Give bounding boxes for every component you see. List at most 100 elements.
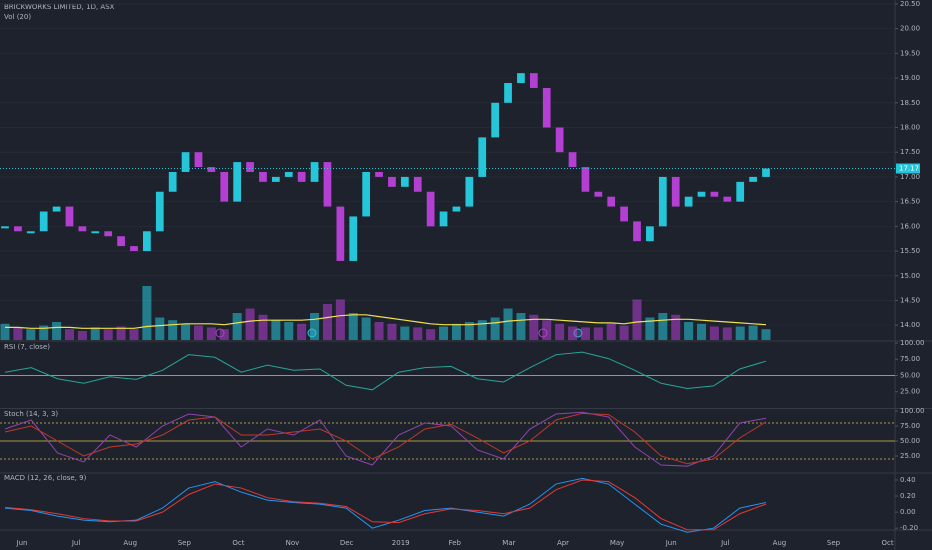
volume-bar [193, 325, 203, 340]
volume-bar [722, 327, 732, 340]
volume-bar [580, 327, 590, 340]
x-tick-label: Feb [449, 539, 462, 547]
candle-body [491, 102, 500, 138]
x-tick-label: Sep [827, 539, 841, 547]
volume-bar [568, 326, 578, 340]
candle-body [633, 221, 641, 242]
volume-bar [374, 322, 384, 340]
last-price-box [896, 163, 920, 174]
candle-body [607, 196, 616, 207]
volume-bar [400, 326, 410, 340]
x-tick-label: Jun [16, 539, 28, 547]
volume-bar [761, 329, 771, 340]
indicator-line [4, 412, 767, 465]
volume-bar [516, 313, 526, 340]
x-tick-label: May [610, 539, 624, 547]
candle-body [259, 171, 267, 182]
y-tick-label: -0.20 [900, 524, 918, 532]
y-tick-label: 19.00 [900, 74, 920, 82]
last-price-label: 17.17 [899, 165, 919, 173]
volume-bar [503, 308, 513, 340]
candle-body [465, 176, 474, 207]
volume-bar [684, 322, 694, 340]
candle-body [594, 191, 603, 197]
y-tick-label: 15.00 [900, 272, 920, 280]
volume-bar [348, 313, 358, 340]
candle-body [375, 171, 383, 177]
candle-body [749, 176, 757, 182]
volume-bar [232, 313, 242, 340]
indicator-line [4, 477, 767, 533]
y-tick-label: 19.50 [900, 49, 920, 57]
y-tick-label: 25.00 [900, 388, 920, 396]
x-tick-label: Jul [71, 539, 81, 547]
y-tick-label: 16.00 [900, 222, 920, 230]
volume-bar [619, 325, 629, 340]
x-tick-label: Jun [665, 539, 677, 547]
candle-body [504, 83, 512, 103]
volume-bar [748, 325, 758, 340]
rsi-label: RSI (7, close) [4, 343, 50, 351]
volume-bar [245, 308, 255, 340]
candle-body [271, 176, 280, 182]
volume-bar [542, 320, 552, 340]
candle-body [542, 87, 551, 128]
volume-bar [593, 327, 603, 340]
candle-body [388, 176, 396, 187]
volume-bar [155, 317, 165, 340]
y-tick-label: 0.20 [900, 492, 916, 500]
volume-bar [13, 327, 23, 340]
candle-body [762, 168, 770, 177]
volume-bar [258, 314, 268, 340]
y-tick-label: 16.50 [900, 198, 920, 206]
volume-bar [322, 304, 332, 340]
volume-bar [129, 329, 139, 340]
volume-bar [142, 286, 152, 340]
volume-bar [658, 313, 668, 340]
candle-body [517, 73, 525, 84]
volume-bar [645, 317, 655, 340]
volume-ma-line [5, 314, 767, 329]
candle-body [362, 171, 371, 217]
volume-bar [103, 329, 113, 340]
x-tick-label: Mar [502, 539, 515, 547]
y-tick-label: 75.00 [900, 355, 920, 363]
y-tick-label: 17.50 [900, 148, 920, 156]
volume-bar [490, 317, 500, 340]
candle-body [14, 226, 22, 232]
candle-body [1, 226, 9, 229]
volume-bar [26, 329, 36, 340]
volume-bar [168, 320, 178, 340]
volume-bar [439, 326, 449, 340]
volume-bar [335, 299, 345, 340]
x-tick-label: Nov [286, 539, 300, 547]
volume-bar [709, 326, 719, 340]
volume-bar [464, 322, 474, 340]
candle-body [658, 176, 667, 227]
y-tick-label: 15.50 [900, 247, 920, 255]
candle-body [155, 191, 164, 232]
x-tick-label: Dec [340, 539, 354, 547]
volume-bar [529, 314, 539, 340]
y-tick-label: 18.00 [900, 124, 920, 132]
y-tick-label: 0.40 [900, 476, 916, 484]
volume-bar [426, 329, 436, 340]
volume-bar [413, 327, 423, 340]
symbol-title: BRICKWORKS LIMITED, 1D, ASX [4, 3, 115, 11]
volume-bar [387, 323, 397, 340]
candle-body [143, 231, 151, 252]
indicator-line [4, 351, 767, 391]
volume-bar [116, 326, 126, 340]
volume-bar [297, 323, 307, 340]
stoch-label: Stoch (14, 3, 3) [4, 410, 58, 418]
candle-body [91, 231, 100, 234]
candle-body [646, 226, 654, 242]
candle-body [233, 162, 242, 202]
volume-bar [632, 299, 642, 340]
volume-bar [271, 320, 281, 340]
y-tick-label: 0.00 [900, 508, 916, 516]
candle-body [52, 206, 61, 212]
candle-body [39, 211, 48, 232]
candle-body [736, 181, 745, 202]
